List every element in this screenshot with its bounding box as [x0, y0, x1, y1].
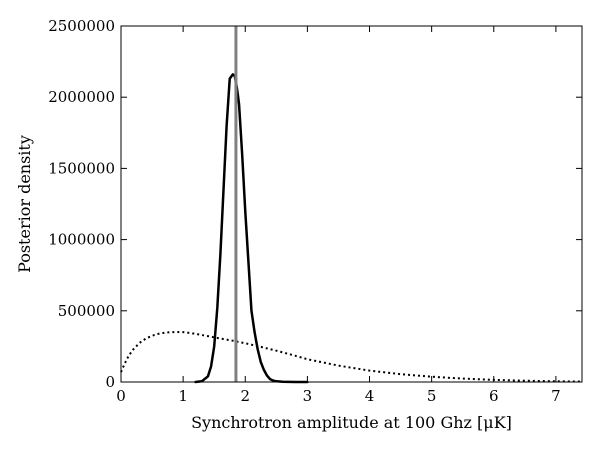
- tick-labels-layer: 0 1 2 3 4 5 6 7 0 500000 1000000 1500000 2000000 2500…: [48, 17, 560, 405]
- x-tick-label: 5: [427, 387, 437, 405]
- x-tick-label: 2: [240, 387, 250, 405]
- x-tick-label: 6: [489, 387, 499, 405]
- x-tick-label: 1: [178, 387, 188, 405]
- y-tick-label: 2500000: [48, 17, 115, 35]
- y-tick-label: 2000000: [48, 88, 115, 106]
- series-line-1-solid: [194, 73, 309, 384]
- y-tick-label: 1000000: [48, 231, 115, 249]
- x-axis-title: Synchrotron amplitude at 100 Ghz [μK]: [191, 413, 512, 432]
- series-line-2-dotted: [120, 331, 583, 383]
- x-tick-label: 3: [303, 387, 313, 405]
- plot-content: [120, 26, 583, 384]
- y-tick-label: 1500000: [48, 159, 115, 177]
- y-tick-label: 0: [105, 373, 115, 391]
- plot-frame: [120, 25, 583, 383]
- x-tick-label: 4: [365, 387, 375, 405]
- x-tick-label: 7: [551, 387, 561, 405]
- ticks-layer: [120, 25, 582, 383]
- y-tick-label: 500000: [58, 302, 115, 320]
- y-axis-title: Posterior density: [15, 135, 34, 273]
- x-tick-label: 0: [116, 387, 126, 405]
